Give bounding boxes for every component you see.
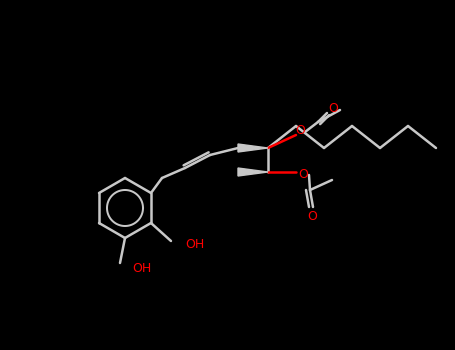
Text: O: O <box>298 168 308 181</box>
Text: OH: OH <box>132 261 151 274</box>
Polygon shape <box>238 144 268 152</box>
Polygon shape <box>238 168 268 176</box>
Text: O: O <box>307 210 317 224</box>
Text: OH: OH <box>185 238 204 251</box>
Text: O: O <box>295 124 305 136</box>
Text: O: O <box>328 102 338 114</box>
